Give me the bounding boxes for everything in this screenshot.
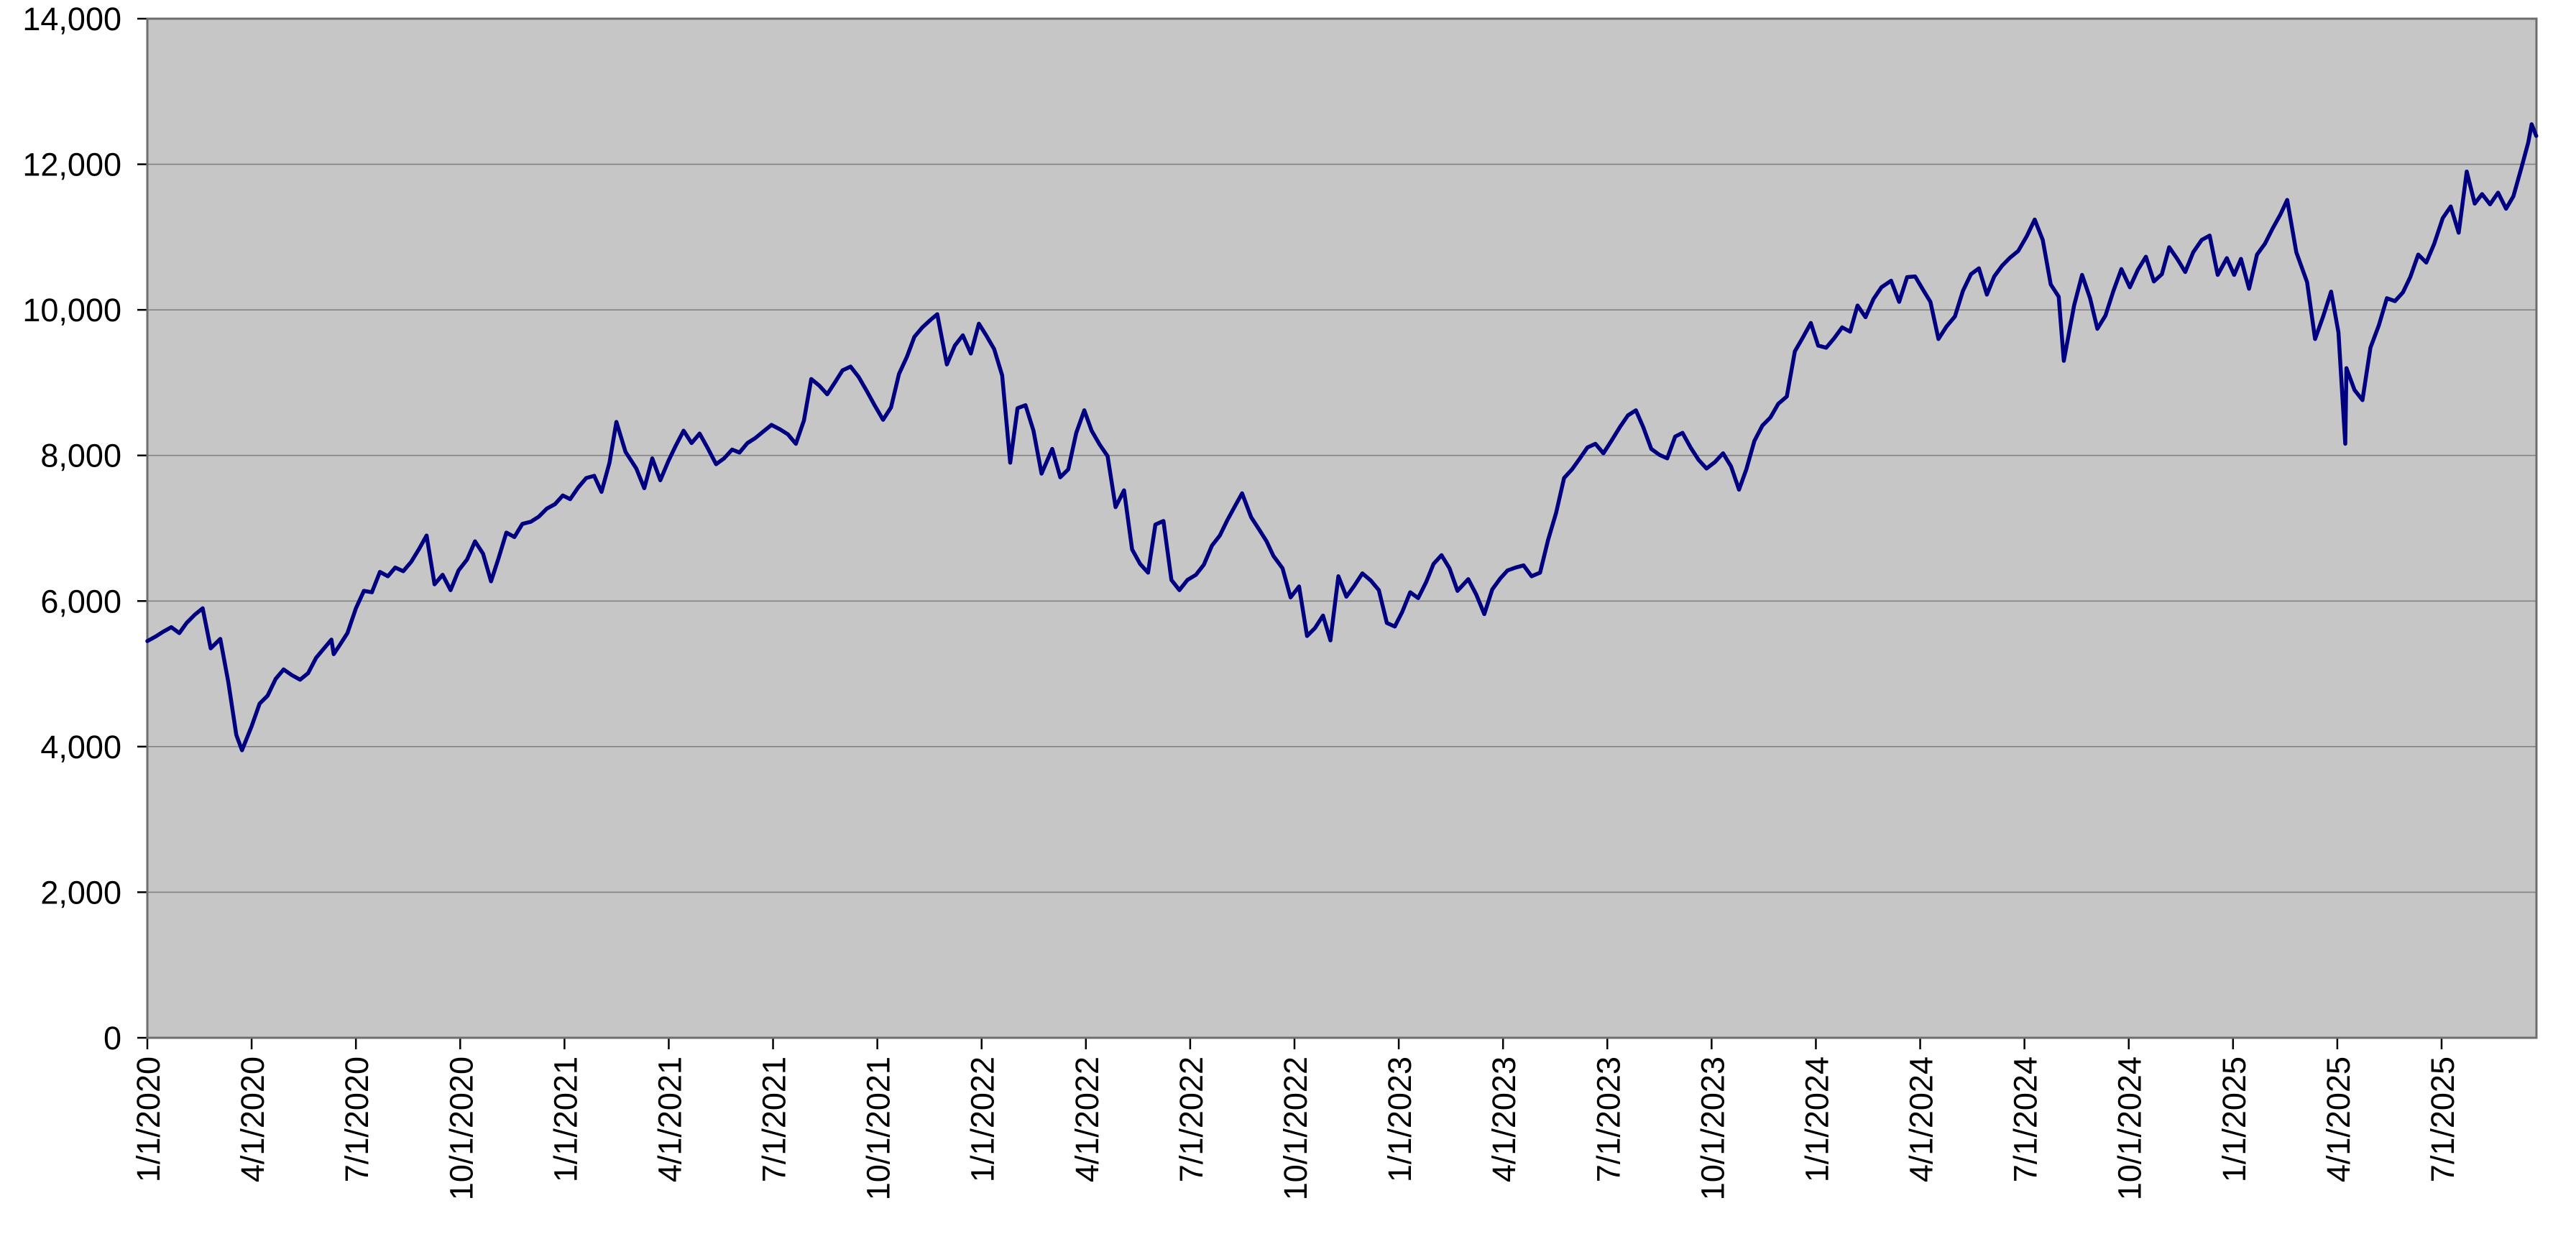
x-tick-label: 4/1/2021	[651, 1056, 688, 1182]
x-tick-label: 7/1/2024	[2007, 1056, 2044, 1182]
plot-area-border	[146, 17, 2538, 1039]
x-tick-label: 7/1/2022	[1173, 1056, 1210, 1182]
y-tick-label: 0	[104, 1020, 121, 1056]
x-tick-label: 1/1/2024	[1798, 1056, 1835, 1182]
x-tick-label: 10/1/2020	[443, 1056, 479, 1200]
x-tick-label: 10/1/2024	[2112, 1056, 2148, 1200]
y-tick-label: 14,000	[22, 1, 121, 37]
x-tick-label: 10/1/2023	[1694, 1056, 1731, 1200]
data-series-line	[145, 122, 2539, 752]
x-axis: 1/1/2020 4/1/2020 7/1/2020 10/1/2020 1/1/202…	[130, 1038, 2461, 1200]
x-tick-label: 4/1/2020	[234, 1056, 271, 1182]
x-tick-label: 1/1/2020	[130, 1056, 167, 1182]
x-tick-label: 1/1/2021	[547, 1056, 584, 1182]
y-tick-label: 2,000	[40, 874, 121, 911]
plot-area-background	[147, 19, 2536, 1038]
x-tick-label: 1/1/2025	[2216, 1056, 2253, 1182]
x-tick-label: 7/1/2023	[1590, 1056, 1627, 1182]
y-tick-label: 8,000	[40, 438, 121, 474]
x-tick-label: 10/1/2022	[1277, 1056, 1314, 1200]
x-tick-label: 10/1/2021	[860, 1056, 897, 1200]
x-tick-label: 1/1/2023	[1381, 1056, 1418, 1182]
y-tick-label: 6,000	[40, 583, 121, 620]
x-tick-label: 7/1/2020	[339, 1056, 375, 1182]
x-tick-label: 4/1/2022	[1069, 1056, 1105, 1182]
y-tick-label: 12,000	[22, 147, 121, 183]
x-tick-label: 4/1/2024	[1903, 1056, 1940, 1182]
y-tick-label: 10,000	[22, 292, 121, 328]
x-tick-label: 7/1/2021	[756, 1056, 793, 1182]
y-tick-label: 4,000	[40, 729, 121, 765]
x-tick-label: 4/1/2023	[1486, 1056, 1522, 1182]
x-tick-label: 7/1/2025	[2424, 1056, 2461, 1182]
y-axis: 0 2,000 4,000 6,000 8,000 10,000 12,000 14,000	[22, 1, 147, 1056]
x-tick-label: 1/1/2022	[965, 1056, 1001, 1182]
x-tick-label: 4/1/2025	[2320, 1056, 2357, 1182]
gridlines	[147, 163, 2536, 893]
